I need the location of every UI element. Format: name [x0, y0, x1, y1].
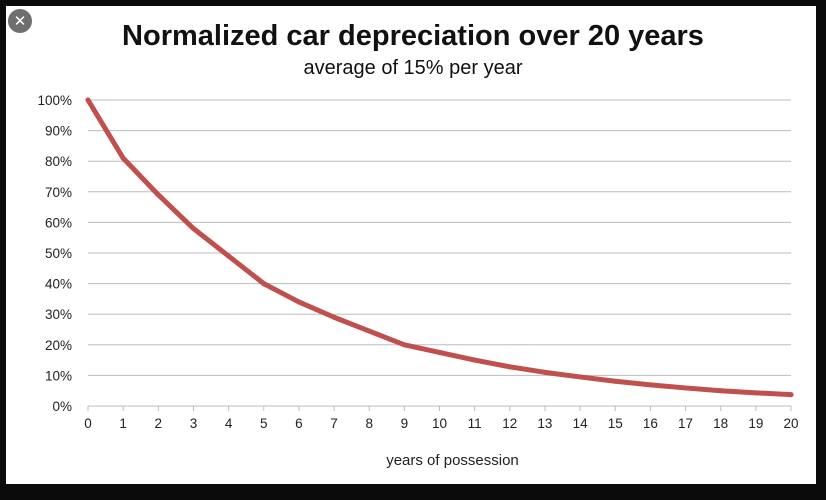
x-tick-label: 6 [295, 416, 303, 431]
y-tick-label: 10% [45, 368, 72, 383]
data-point [542, 369, 548, 375]
y-tick-label: 0% [52, 399, 72, 414]
data-point [401, 342, 407, 348]
data-point [577, 374, 583, 380]
chart-subtitle: average of 15% per year [303, 57, 523, 79]
y-tick-label: 40% [45, 277, 72, 292]
data-point [647, 382, 653, 388]
x-tick-label: 17 [678, 416, 693, 431]
x-tick-label: 8 [365, 416, 373, 431]
x-tick-label: 1 [119, 416, 127, 431]
x-tick-label: 14 [573, 416, 589, 431]
x-tick-label: 16 [643, 416, 658, 431]
x-tick-label: 19 [748, 416, 763, 431]
y-axis-tick-labels: 0% 10% 20% 30% 40% 50% 60% 70% 80% 90% 100% [37, 93, 72, 414]
x-tick-label: 18 [713, 416, 728, 431]
y-tick-label: 80% [45, 154, 72, 169]
data-point [718, 388, 724, 394]
data-point [261, 281, 267, 287]
y-tick-label: 90% [45, 124, 72, 139]
y-tick-label: 20% [45, 338, 72, 353]
x-tick-label: 12 [502, 416, 517, 431]
x-tick-label: 3 [190, 416, 198, 431]
x-tick-label: 15 [608, 416, 623, 431]
data-point [85, 97, 91, 103]
x-tick-label: 7 [330, 416, 338, 431]
x-tick-label: 5 [260, 416, 268, 431]
x-tick-label: 10 [432, 416, 447, 431]
x-axis-label: years of possession [386, 452, 519, 469]
x-tick-label: 11 [468, 416, 482, 431]
gridlines [87, 99, 792, 411]
series-group [85, 97, 794, 398]
data-point [331, 314, 337, 320]
data-point [155, 192, 161, 198]
x-tick-label: 0 [84, 416, 92, 431]
data-point [437, 349, 442, 355]
data-point [753, 390, 759, 396]
x-tick-label: 20 [783, 416, 798, 431]
x-tick-label: 4 [225, 416, 233, 431]
data-point [296, 299, 302, 305]
data-point [190, 226, 196, 232]
y-tick-label: 100% [37, 93, 72, 108]
x-tick-label: 9 [401, 416, 409, 431]
data-point [788, 392, 794, 398]
x-tick-label: 2 [155, 416, 163, 431]
data-point [683, 385, 689, 391]
data-point [507, 364, 513, 370]
x-tick-label: 13 [537, 416, 552, 431]
y-tick-label: 50% [45, 246, 72, 261]
x-axis-tick-labels: 0 1 2 3 4 5 6 7 8 9 10 11 12 13 14 15 16 17 18 19 20 [84, 416, 798, 431]
y-tick-label: 70% [45, 185, 72, 200]
data-point [226, 253, 232, 259]
chart-title: Normalized car depreciation over 20 year… [122, 20, 704, 52]
y-tick-label: 30% [45, 307, 72, 322]
data-point [120, 155, 126, 161]
close-icon[interactable]: ✕ [8, 9, 32, 33]
data-point [612, 378, 618, 384]
chart-frame [6, 6, 816, 484]
data-point [472, 357, 478, 363]
y-tick-label: 60% [45, 215, 72, 230]
data-point [366, 328, 372, 334]
